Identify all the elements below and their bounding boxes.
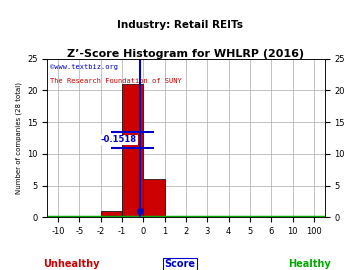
Text: -0.1518: -0.1518 xyxy=(101,136,137,144)
Bar xyxy=(143,179,165,217)
Text: Industry: Retail REITs: Industry: Retail REITs xyxy=(117,20,243,30)
Text: The Research Foundation of SUNY: The Research Foundation of SUNY xyxy=(50,78,182,84)
Text: Unhealthy: Unhealthy xyxy=(43,259,100,269)
Y-axis label: Number of companies (28 total): Number of companies (28 total) xyxy=(15,82,22,194)
Bar xyxy=(101,211,122,217)
Text: Score: Score xyxy=(165,259,195,269)
Title: Z’-Score Histogram for WHLRP (2016): Z’-Score Histogram for WHLRP (2016) xyxy=(67,49,305,59)
Bar xyxy=(122,84,143,217)
Text: ©www.textbiz.org: ©www.textbiz.org xyxy=(50,63,118,69)
Text: Healthy: Healthy xyxy=(288,259,331,269)
